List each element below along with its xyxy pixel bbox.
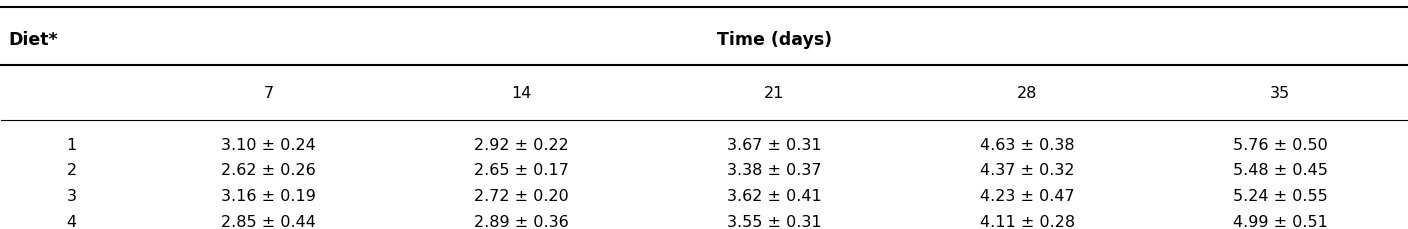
Text: 4.23 ± 0.47: 4.23 ± 0.47 (980, 188, 1074, 203)
Text: 3.67 ± 0.31: 3.67 ± 0.31 (727, 137, 822, 152)
Text: 3.62 ± 0.41: 3.62 ± 0.41 (727, 188, 822, 203)
Text: 4.37 ± 0.32: 4.37 ± 0.32 (980, 163, 1074, 177)
Text: 3.55 ± 0.31: 3.55 ± 0.31 (727, 214, 822, 229)
Text: 7: 7 (263, 86, 273, 101)
Text: Time (days): Time (days) (717, 31, 832, 49)
Text: 2.62 ± 0.26: 2.62 ± 0.26 (221, 163, 315, 177)
Text: 2: 2 (66, 163, 76, 177)
Text: 5.24 ± 0.55: 5.24 ± 0.55 (1233, 188, 1328, 203)
Text: 35: 35 (1270, 86, 1290, 101)
Text: 3.16 ± 0.19: 3.16 ± 0.19 (221, 188, 315, 203)
Text: 2.89 ± 0.36: 2.89 ± 0.36 (474, 214, 569, 229)
Text: 2.65 ± 0.17: 2.65 ± 0.17 (474, 163, 569, 177)
Text: 28: 28 (1017, 86, 1038, 101)
Text: 4.63 ± 0.38: 4.63 ± 0.38 (980, 137, 1074, 152)
Text: 3.10 ± 0.24: 3.10 ± 0.24 (221, 137, 315, 152)
Text: 4.11 ± 0.28: 4.11 ± 0.28 (980, 214, 1074, 229)
Text: 5.76 ± 0.50: 5.76 ± 0.50 (1233, 137, 1328, 152)
Text: 2.85 ± 0.44: 2.85 ± 0.44 (221, 214, 315, 229)
Text: 14: 14 (511, 86, 531, 101)
Text: 2.72 ± 0.20: 2.72 ± 0.20 (474, 188, 569, 203)
Text: 3: 3 (66, 188, 76, 203)
Text: 5.48 ± 0.45: 5.48 ± 0.45 (1232, 163, 1328, 177)
Text: 4: 4 (66, 214, 76, 229)
Text: 1: 1 (66, 137, 77, 152)
Text: Diet*: Diet* (8, 31, 58, 49)
Text: 3.38 ± 0.37: 3.38 ± 0.37 (727, 163, 821, 177)
Text: 21: 21 (765, 86, 784, 101)
Text: 2.92 ± 0.22: 2.92 ± 0.22 (474, 137, 569, 152)
Text: 4.99 ± 0.51: 4.99 ± 0.51 (1232, 214, 1328, 229)
